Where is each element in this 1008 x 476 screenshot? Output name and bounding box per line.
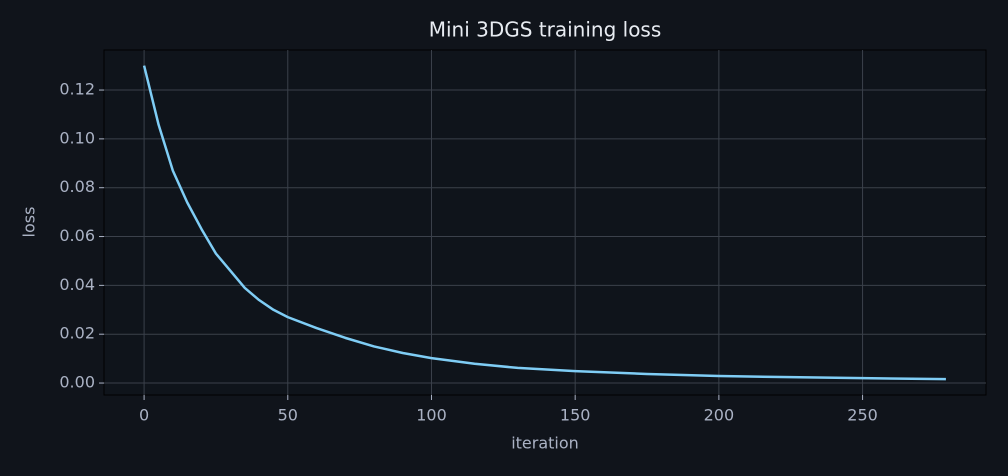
x-axis-label: iteration [511,434,579,453]
y-tick-label: 0.06 [59,226,95,245]
y-axis-label: loss [20,207,39,238]
x-tick-label: 250 [847,406,878,425]
y-tick-label: 0.04 [59,275,95,294]
y-tick-label: 0.08 [59,177,95,196]
y-tick-label: 0.10 [59,128,95,147]
x-tick-label: 100 [416,406,447,425]
plot-area [103,49,987,396]
y-tick-label: 0.12 [59,80,95,99]
loss-line [142,65,946,381]
x-tick-label: 150 [560,406,591,425]
y-tick-label: 0.02 [59,324,95,343]
chart-title: Mini 3DGS training loss [429,18,662,42]
x-tick-label: 200 [704,406,735,425]
x-tick-label: 50 [278,406,298,425]
x-tick-label: 0 [139,406,149,425]
y-tick-label: 0.00 [59,373,95,392]
